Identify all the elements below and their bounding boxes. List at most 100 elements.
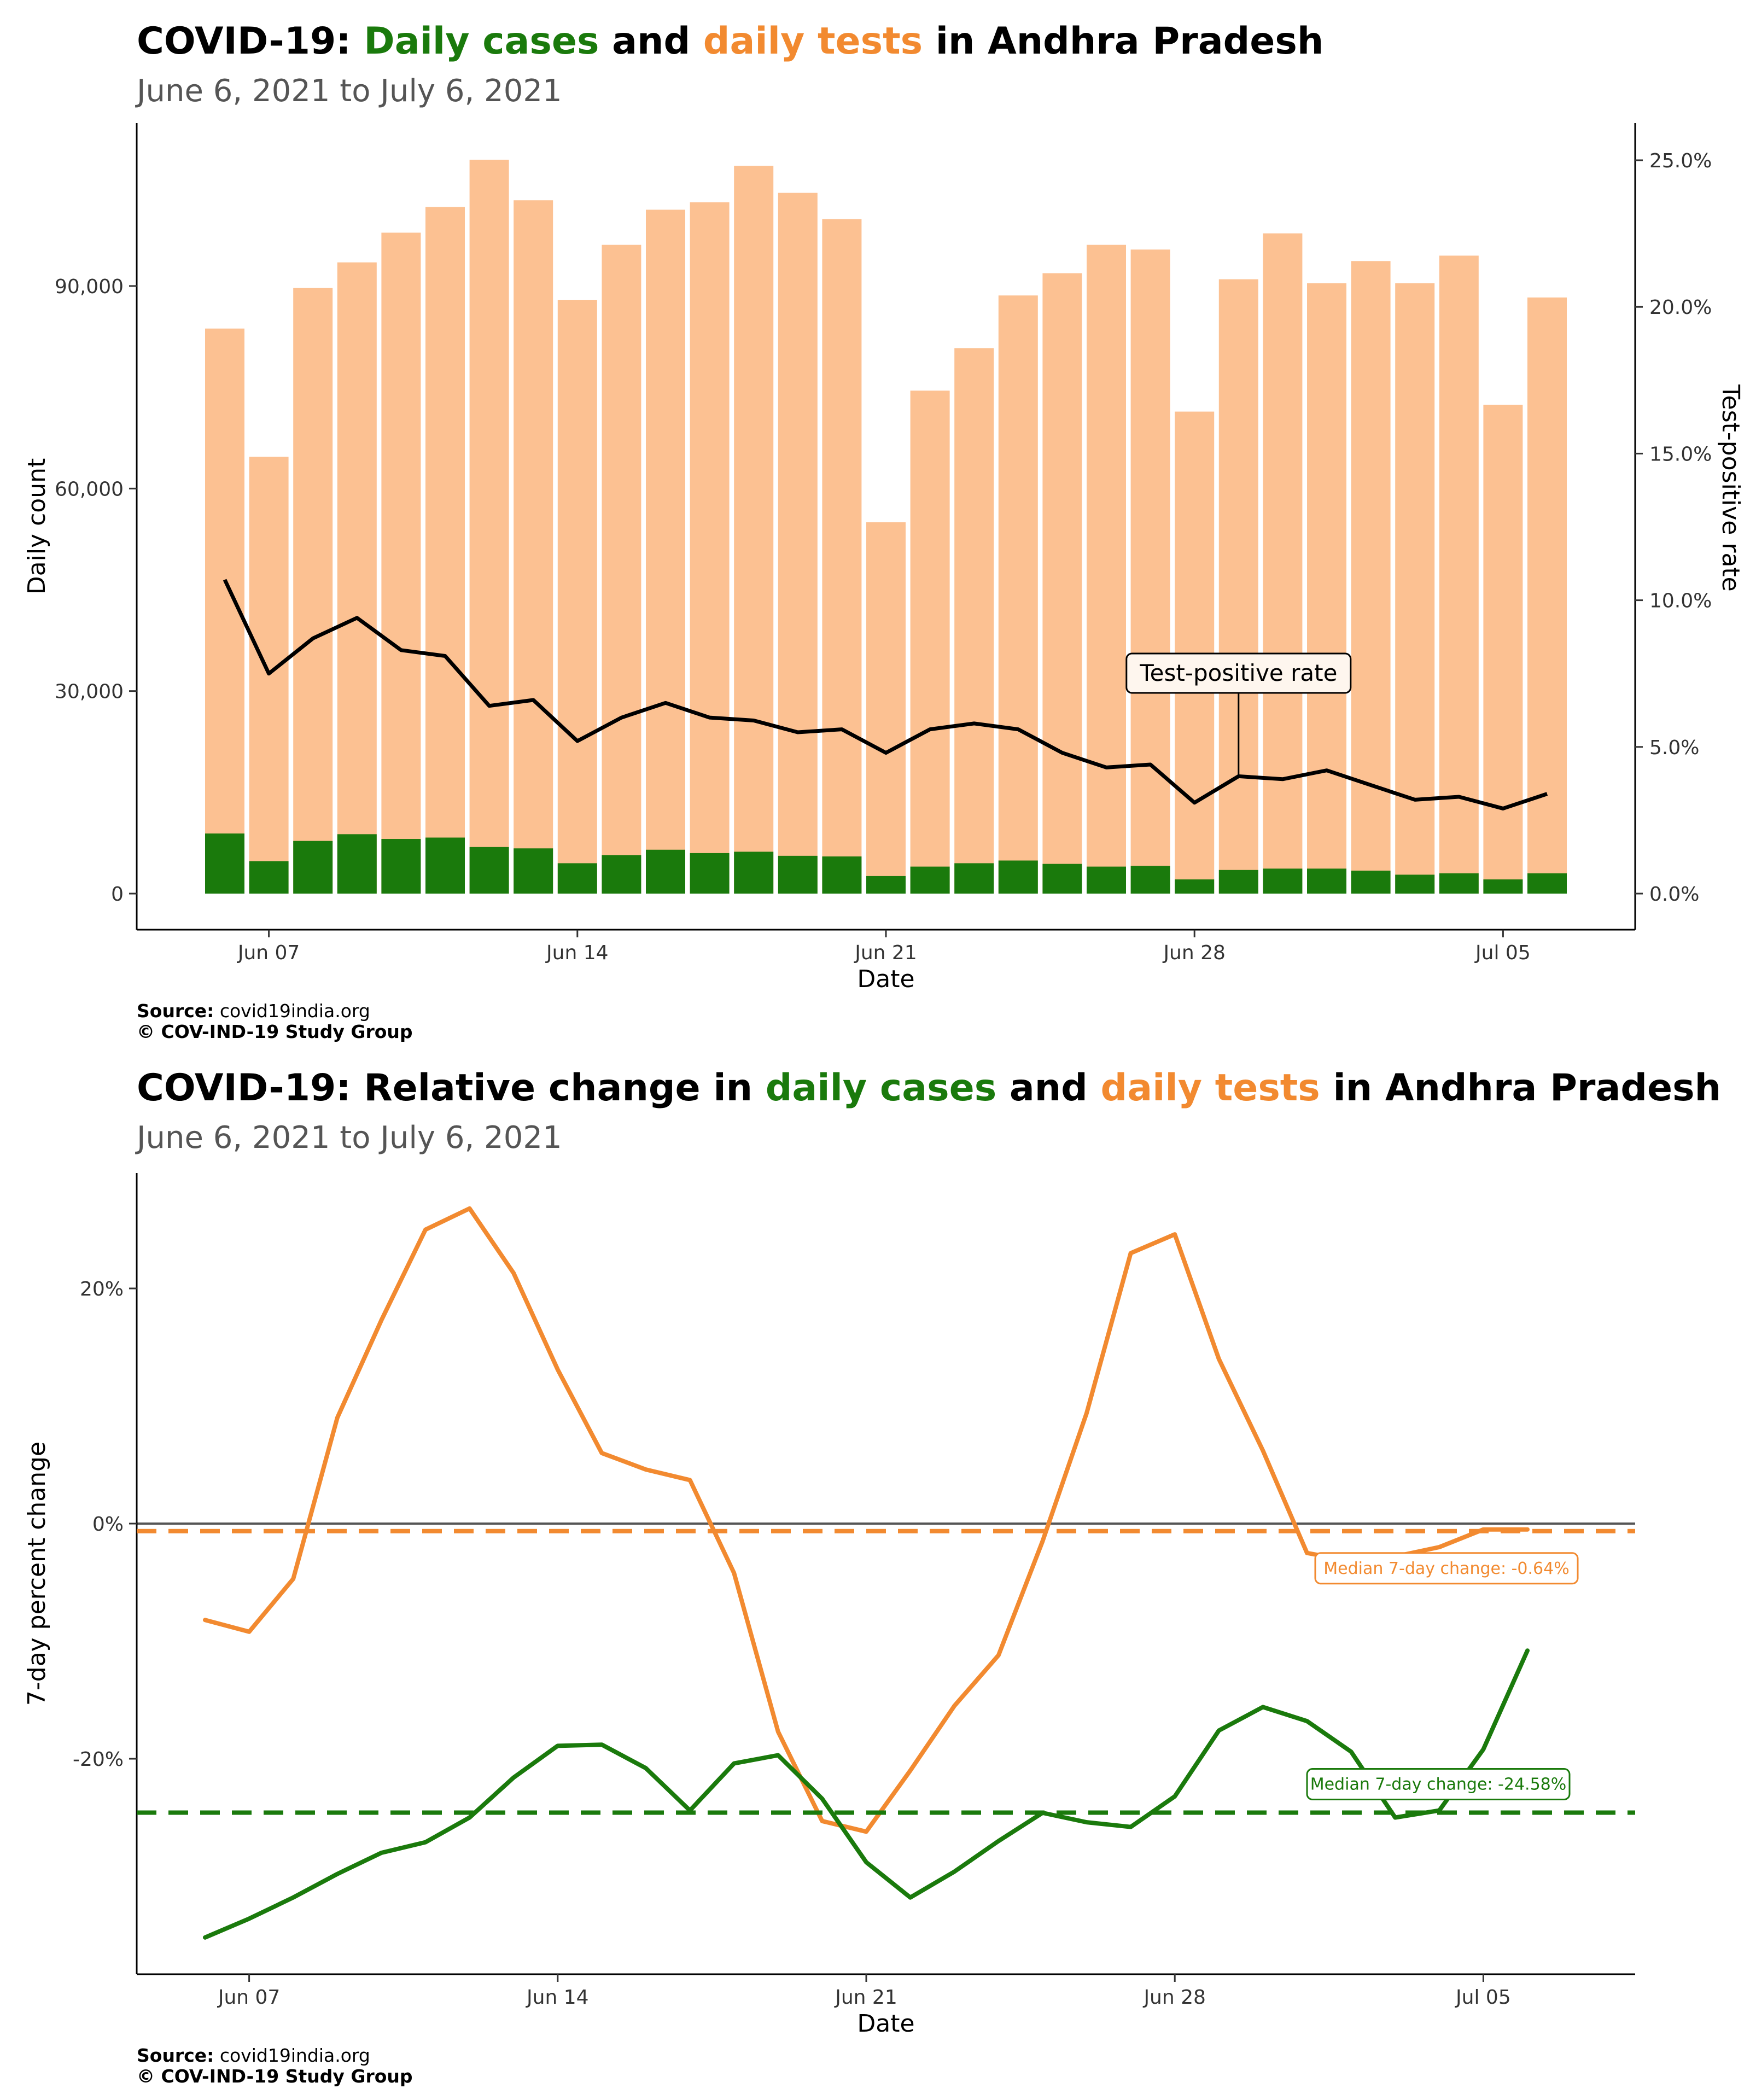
cases-bar <box>425 837 465 894</box>
cases-bar <box>1351 871 1391 894</box>
source-note: Source: covid19india.org © COV-IND-19 Stu… <box>137 2045 413 2087</box>
cases-bar <box>1218 870 1258 894</box>
x-tick-label: Jun 21 <box>854 942 917 964</box>
median-label-box <box>1306 1768 1571 1800</box>
median-label: Median 7-day change: -24.58% <box>1310 1775 1567 1794</box>
cases-bar <box>690 853 730 894</box>
cases-bar <box>822 856 862 894</box>
cases-bar <box>866 876 906 894</box>
y-tick-label: 20% <box>80 1278 124 1300</box>
tests-bar <box>337 262 377 894</box>
title-tests: daily tests <box>1100 1066 1320 1110</box>
axes-group: -20% 0% 20% Jun 07 Jun 14 Jun 21 Jun 28 Jul 05 <box>73 1173 1635 2009</box>
tests-bar <box>1483 405 1523 894</box>
tests-bar <box>1439 255 1479 894</box>
y-right-tick-label: 0.0% <box>1649 883 1699 906</box>
source-note: Source: covid19india.org © COV-IND-19 Stu… <box>137 1001 413 1042</box>
line-group <box>137 1206 1635 1940</box>
cases-bar <box>337 834 377 894</box>
y-right-tick-label: 20.0% <box>1649 296 1712 319</box>
tests-bar <box>293 288 333 894</box>
annotation-label: Test-positive rate <box>1139 660 1337 686</box>
tests-bar <box>381 232 421 894</box>
tests-bar <box>866 522 906 894</box>
source-label: Source: <box>137 1000 214 1022</box>
y-tick-label: 30,000 <box>55 681 124 703</box>
x-tick-label: Jul 05 <box>1474 942 1531 964</box>
annotation-box <box>1125 652 1352 694</box>
y-right-tick-label: 10.0% <box>1649 590 1712 612</box>
cases-bar <box>602 855 641 894</box>
title-mid: and <box>996 1066 1101 1110</box>
title-cases: daily cases <box>765 1066 997 1110</box>
source-label: Source: <box>137 2045 214 2066</box>
y-right-tick-label: 15.0% <box>1649 443 1712 465</box>
x-tick-label: Jul 05 <box>1455 1986 1511 2009</box>
cases-bar <box>557 863 597 894</box>
copyright: © COV-IND-19 Study Group <box>137 1021 413 1042</box>
daily-cases-tests-panel: COVID-19: Daily cases and daily tests in… <box>23 20 1745 1042</box>
x-tick-label: Jun 28 <box>1142 1986 1206 2009</box>
y-axis-label: Daily count <box>23 458 51 594</box>
tests-bar <box>822 219 862 894</box>
tests-bar <box>1175 411 1215 894</box>
cases-bar <box>954 863 994 894</box>
tests-bar <box>954 348 994 894</box>
cases-bar <box>514 848 553 894</box>
cases-bar <box>910 866 950 894</box>
tests-bar <box>1351 261 1391 894</box>
copyright: © COV-IND-19 Study Group <box>137 2066 413 2087</box>
title-prefix: COVID-19: <box>137 20 364 63</box>
title-tests: daily tests <box>703 20 923 63</box>
test-positive-rate-line <box>223 579 1548 810</box>
x-tick-label: Jun 21 <box>834 1986 897 2009</box>
y-tick-label: -20% <box>73 1748 124 1771</box>
line-chart: -20%0%20%Jun 07 Jun 14 Jun 21 Jun 28 Jul 05 … <box>23 1173 1635 2038</box>
tests-bar <box>1263 233 1303 894</box>
tests-bar <box>1218 279 1258 894</box>
y-axis-label: 7-day percent change <box>23 1442 51 1706</box>
title-suffix: in Andhra Pradesh <box>923 20 1324 63</box>
tests-bar <box>1087 244 1126 894</box>
cases-bar <box>998 860 1038 894</box>
cases-bar <box>1439 873 1479 894</box>
x-axis-label: Date <box>857 965 914 993</box>
x-tick-label: Jun 07 <box>237 942 300 964</box>
tests-bar <box>1527 297 1567 894</box>
title-mid: and <box>599 20 703 63</box>
tests-bar <box>910 390 950 894</box>
cases-bar <box>249 861 289 894</box>
bar-group <box>205 160 1567 894</box>
x-axis-label: Date <box>857 2010 914 2038</box>
daily-tests-change-line <box>203 1206 1530 1834</box>
x-tick-label: Jun 14 <box>526 1986 589 2009</box>
axes-group: 0 30,000 60,000 90,000 0.0% 5.0% 10.0% 15.0% 20.… <box>55 123 1712 964</box>
cases-bar <box>1263 868 1303 894</box>
cases-bar <box>293 841 333 894</box>
cases-bar <box>1307 868 1346 894</box>
cases-bar <box>1175 879 1215 894</box>
title-suffix: in Andhra Pradesh <box>1320 1066 1722 1110</box>
tests-bar <box>1130 249 1170 894</box>
y-axis-label-right: Test-positive rate <box>1717 384 1745 591</box>
cases-bar <box>381 839 421 894</box>
y-right-tick-label: 5.0% <box>1649 737 1699 759</box>
tests-bar <box>469 160 509 894</box>
x-tick-label: Jun 28 <box>1162 942 1226 964</box>
median-label: Median 7-day change: -0.64% <box>1323 1559 1569 1578</box>
annotation-group: Test-positive rate <box>1125 652 1352 777</box>
tests-bar <box>557 300 597 894</box>
source-text: covid19india.org <box>214 1000 370 1022</box>
chart-title: COVID-19: Relative change in daily cases… <box>137 1066 1721 1110</box>
tests-bar <box>1307 283 1346 894</box>
y-tick-label: 90,000 <box>55 276 124 298</box>
tests-bar <box>998 295 1038 894</box>
median-group: Median 7-day change: -0.64% Median 7-day … <box>137 1529 1635 1815</box>
tests-bar <box>646 209 685 894</box>
tests-bar <box>778 192 818 894</box>
tests-bar <box>690 202 730 894</box>
cases-bar <box>469 847 509 894</box>
title-prefix: COVID-19: Relative change in <box>137 1066 766 1110</box>
y-tick-label: 0 <box>111 883 124 906</box>
cases-bar <box>734 851 774 894</box>
